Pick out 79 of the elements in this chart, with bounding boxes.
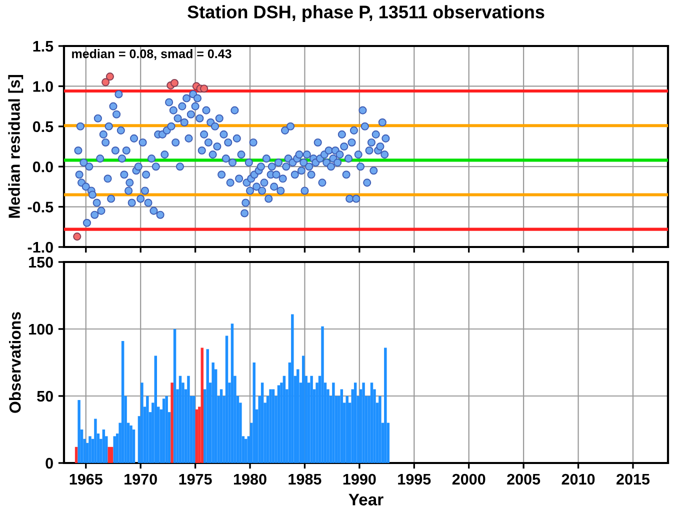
y-tick-label: 150 [29,256,53,268]
bar [370,382,374,463]
bar [173,329,176,463]
bar [178,376,182,463]
bar [346,396,348,463]
bar [121,341,124,463]
bar [321,326,324,463]
y-tick-label: 100 [29,324,53,335]
bar [384,348,387,463]
chart-title: Station DSH, phase P, 13511 observations [188,5,544,22]
y-axis-title: Median residual [s] [8,75,24,218]
y-tick-label: -0.5 [28,202,54,212]
bar [132,430,136,463]
y-tick-label: 0.0 [32,161,53,172]
bar [282,376,286,463]
bar [165,396,168,463]
bar [378,396,382,463]
bar [244,438,248,463]
bar [88,436,92,463]
bar [140,382,144,463]
bar [220,389,223,463]
bar [362,382,365,463]
point [73,232,82,241]
bar [252,362,256,463]
bar [230,324,234,463]
bar [206,349,209,463]
point [102,78,110,86]
point [200,84,208,93]
bar [195,409,198,463]
y-tick-label: 1.0 [33,81,53,92]
y-tick-label: 0.5 [32,121,54,132]
point [170,78,179,88]
bar [354,382,357,463]
bar [296,369,300,463]
x-tick-label: 1990 [343,474,376,485]
bar [200,348,204,463]
bar [291,314,294,463]
bar [332,382,335,463]
bar [78,400,80,463]
x-tick-label: 2015 [616,474,650,485]
bar [187,376,190,463]
bar [310,376,313,463]
bar [302,356,305,463]
x-tick-label: 1995 [398,474,431,485]
y-tick-label: -1.0 [28,242,53,253]
bar [272,389,275,463]
x-tick-label: 1980 [234,474,266,485]
bar [260,382,264,463]
bar [130,425,132,463]
bar [277,385,280,463]
bar [113,436,116,463]
x-axis-title: Year [348,494,384,506]
annotation: median = 0.08, smad = 0.43 [72,49,232,60]
x-tick-label: 1975 [179,474,212,485]
x-tick-label: 2000 [452,474,486,485]
bar [192,396,196,463]
x-tick-label: 1970 [124,474,157,485]
bar [102,430,106,463]
y-tick-label: 50 [37,390,53,402]
bar [154,356,158,463]
bar [110,446,114,463]
bar [225,336,228,463]
x-tick-label: 1985 [288,474,322,485]
x-tick-label: 1965 [70,474,102,485]
bar [108,446,111,463]
bar [170,382,174,463]
y-tick-label: 0 [46,458,53,469]
point [106,72,114,81]
bar [269,389,272,463]
bar [74,446,78,463]
x-tick-label: 2010 [562,474,595,485]
x-tick-label: 2005 [507,474,540,485]
y-tick-label: 1.5 [33,41,54,52]
bar [94,418,97,463]
bar [162,398,166,463]
y-axis-title: Observations [9,312,21,413]
bar [146,396,149,463]
bar [212,362,214,463]
bar [340,389,344,463]
